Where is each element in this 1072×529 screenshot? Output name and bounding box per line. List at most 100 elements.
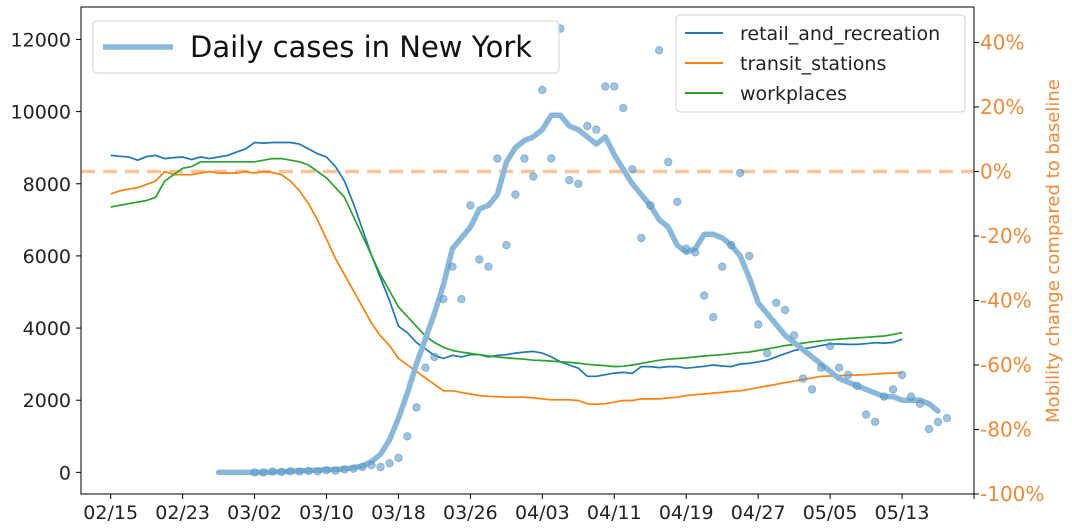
daily-cases-point: [520, 154, 529, 163]
daily-cases-point: [367, 460, 376, 470]
daily-cases-point: [942, 414, 952, 423]
daily-cases-point: [763, 349, 772, 358]
x-axis-tick-label: 03/26: [443, 502, 498, 524]
daily-cases-point: [583, 121, 592, 131]
daily-cases-point: [322, 466, 331, 475]
daily-cases-point: [691, 248, 700, 257]
right-axis-tick-label: -20%: [980, 224, 1032, 248]
daily-cases-point: [574, 179, 583, 188]
daily-cases-point: [888, 385, 898, 394]
x-axis-tick-label: 02/23: [155, 502, 210, 524]
x-axis-tick-label: 02/15: [83, 502, 138, 524]
daily-cases-point: [448, 262, 457, 271]
daily-cases-point: [547, 154, 556, 163]
daily-cases-point: [915, 399, 925, 408]
daily-cases-point: [834, 363, 844, 372]
legend-label-retail-and-recreation: retail_and_recreation: [740, 23, 940, 45]
x-axis-tick-label: 03/18: [371, 502, 426, 524]
daily-cases-point: [511, 190, 520, 199]
right-axis-tick-label: -40%: [980, 288, 1032, 312]
right-axis-tick-label: -60%: [980, 353, 1032, 377]
daily-cases-point: [250, 468, 259, 477]
daily-cases-point: [745, 251, 754, 261]
daily-cases-point: [816, 363, 826, 372]
daily-cases-point: [268, 467, 277, 476]
series-line-workplaces: [110, 157, 903, 368]
daily-cases-point: [484, 262, 493, 271]
daily-cases-point: [502, 240, 511, 250]
legend-mobility-box: [675, 14, 966, 113]
x-axis-tick-label: 03/02: [227, 502, 282, 524]
daily-cases-point: [655, 46, 664, 55]
daily-cases-point: [861, 410, 871, 419]
daily-cases-point: [403, 432, 412, 441]
daily-cases-point: [700, 291, 709, 300]
daily-cases-point: [439, 295, 448, 304]
right-axis-tick-label: 40%: [980, 30, 1024, 54]
daily-cases-point: [277, 467, 286, 477]
daily-cases-point: [664, 157, 673, 167]
left-axis-tick-label: 4000: [23, 318, 71, 340]
daily-cases-point: [619, 103, 628, 113]
daily-cases-point: [807, 385, 817, 394]
series-line-retail-and-recreation: [110, 141, 903, 378]
x-axis-tick-label: 04/27: [731, 502, 786, 524]
daily-cases-point: [628, 165, 637, 174]
daily-cases-point: [780, 305, 790, 315]
daily-cases-point: [682, 244, 691, 253]
daily-cases-point: [870, 417, 880, 427]
left-axis-tick-label: 10000: [11, 102, 71, 124]
series-line-transit-stations: [110, 170, 903, 406]
legend-cases-label: Daily cases in New York: [190, 30, 532, 64]
x-axis-tick-label: 05/05: [803, 502, 858, 524]
daily-cases-point: [457, 295, 466, 304]
daily-cases-point: [601, 82, 610, 91]
daily-cases-point: [259, 468, 268, 477]
daily-cases-point: [529, 172, 538, 181]
daily-cases-point: [673, 197, 682, 206]
daily-cases-point: [475, 255, 484, 264]
daily-cases-point: [906, 392, 916, 401]
daily-cases-point: [349, 464, 358, 473]
daily-cases-point: [610, 82, 619, 91]
daily-cases-point: [637, 233, 646, 243]
plot-frame: [80, 6, 975, 495]
daily-cases-point: [736, 168, 745, 178]
legend-label-transit-stations: transit_stations: [740, 53, 886, 75]
daily-cases-point: [772, 298, 781, 307]
x-axis-tick-label: 04/11: [587, 502, 642, 524]
daily-cases-point: [565, 175, 574, 185]
daily-cases-point: [592, 125, 601, 134]
right-axis-title: Mobility change compared to baseline: [1043, 79, 1064, 423]
left-axis-tick-label: 8000: [23, 174, 71, 196]
x-axis-tick-label: 05/13: [875, 502, 930, 524]
x-axis-tick-label: 04/03: [515, 502, 570, 524]
daily-cases-point: [709, 313, 718, 322]
daily-cases-point: [385, 459, 394, 468]
daily-cases-point: [754, 320, 763, 329]
daily-cases-point: [358, 462, 367, 472]
right-axis-tick-label: 20%: [980, 95, 1024, 119]
daily-cases-point: [313, 467, 322, 476]
daily-cases-point: [430, 352, 439, 362]
daily-cases-point: [852, 381, 862, 390]
x-axis-tick-label: 04/19: [659, 502, 714, 524]
right-axis-tick-label: -80%: [980, 417, 1032, 441]
daily-cases-point: [933, 417, 943, 427]
daily-cases-point: [466, 201, 475, 210]
right-axis-tick-label: 0%: [980, 159, 1012, 183]
daily-cases-point: [789, 331, 799, 340]
daily-cases-point: [286, 467, 295, 476]
daily-cases-point: [331, 466, 340, 475]
daily-cases-point: [538, 85, 547, 95]
daily-cases-point: [412, 403, 421, 412]
daily-cases-point: [295, 467, 304, 476]
daily-cases-point: [825, 341, 835, 351]
daily-cases-point: [843, 370, 853, 380]
left-axis-tick-label: 6000: [23, 246, 71, 268]
daily-cases-point: [376, 462, 385, 472]
daily-cases-point: [897, 370, 907, 380]
daily-cases-point: [646, 201, 655, 210]
daily-cases-point: [924, 424, 934, 434]
